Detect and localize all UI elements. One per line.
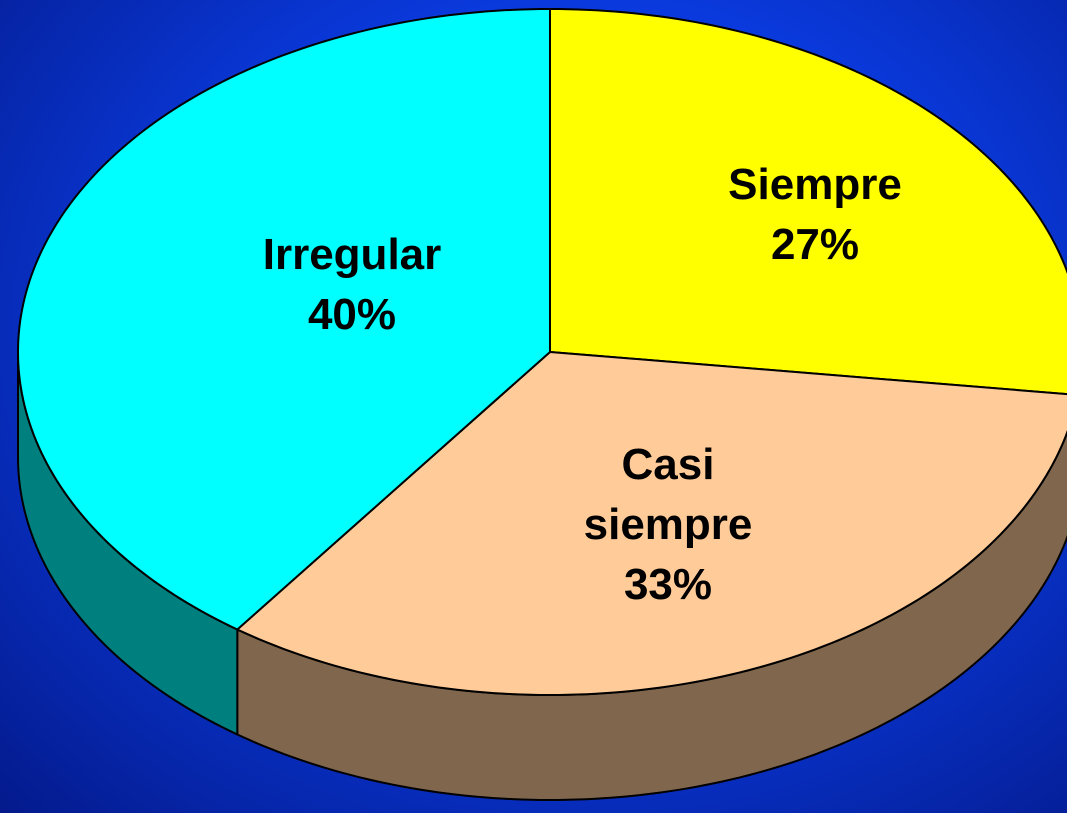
slice-label: Casi siempre 33% xyxy=(584,435,753,615)
category-label: Irregular xyxy=(262,230,442,279)
slice xyxy=(549,8,1067,396)
slice xyxy=(17,8,551,631)
slice xyxy=(236,351,1067,696)
slice-label: Siempre 27% xyxy=(728,155,902,275)
value-label: 40% xyxy=(307,290,397,339)
category-label: Casi siempre xyxy=(583,440,753,549)
value-label: 33% xyxy=(623,560,713,609)
slice-label: Irregular 40% xyxy=(263,225,442,345)
value-label: 27% xyxy=(770,220,860,269)
category-label: Siempre xyxy=(728,160,902,209)
